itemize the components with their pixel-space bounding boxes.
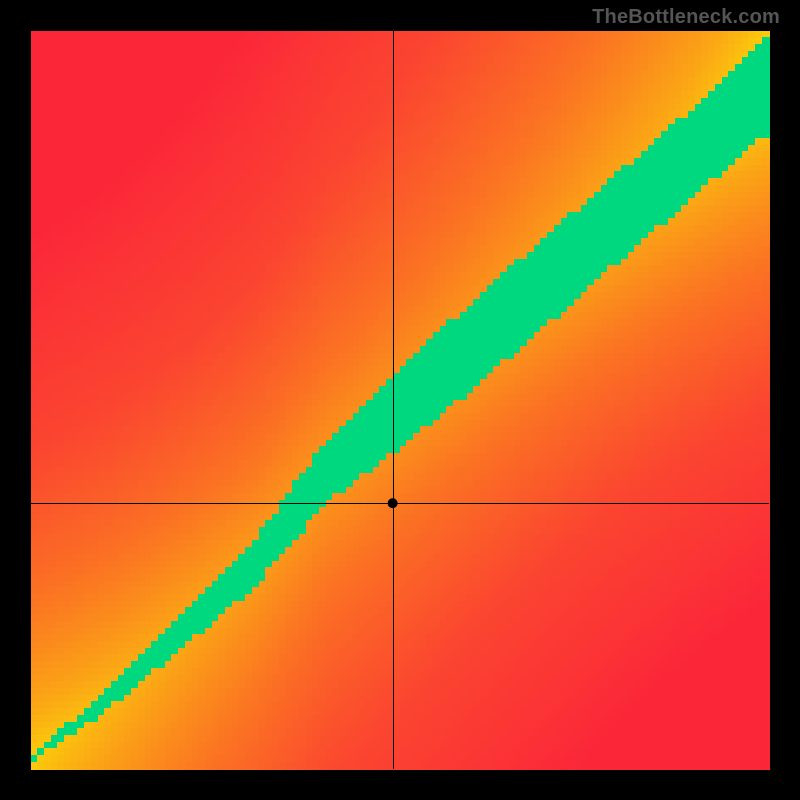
chart-container: TheBottleneck.com: [0, 0, 800, 800]
attribution-label: TheBottleneck.com: [592, 6, 780, 29]
heatmap-canvas: [0, 0, 800, 800]
